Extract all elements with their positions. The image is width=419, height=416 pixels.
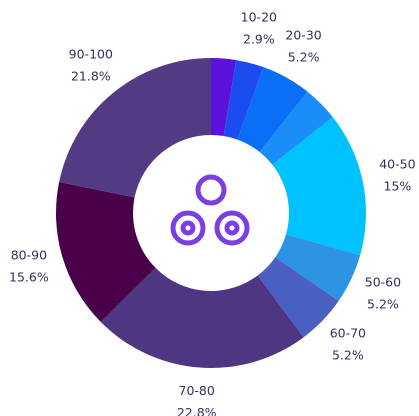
gear-hub <box>224 220 240 236</box>
donut-slice <box>237 67 308 152</box>
slice-value-label: 15.6% <box>9 270 49 285</box>
gear <box>195 174 227 206</box>
slice-label: 40-50 <box>379 157 415 172</box>
donut-slice <box>100 267 304 369</box>
donut-slice <box>259 91 333 165</box>
slice-label: 80-90 <box>11 248 47 263</box>
slice-value-label: 21.8% <box>71 68 111 83</box>
slice-value-label: 15% <box>384 179 412 194</box>
slice-label: 60-70 <box>330 325 366 340</box>
donut-slice <box>257 257 339 338</box>
slice-value-label: 22.8% <box>177 405 217 416</box>
donut-slice <box>56 182 156 322</box>
slice-label: 20-30 <box>285 28 321 43</box>
slice-value-label: 5.2% <box>367 296 399 311</box>
gear <box>214 210 250 246</box>
slice-value-label: 5.2% <box>332 347 364 362</box>
donut-slice <box>272 117 366 256</box>
donut-slice <box>211 58 237 137</box>
slice-label: 90-100 <box>69 46 113 61</box>
donut-slice <box>223 60 264 140</box>
slice-value-label: 2.9% <box>243 32 275 47</box>
gears-icon <box>170 174 250 246</box>
donut-slice <box>59 57 211 198</box>
slice-label: 50-60 <box>365 274 401 289</box>
slice-label: 70-80 <box>179 383 215 398</box>
gear <box>170 210 206 246</box>
slice-label: 10-20 <box>241 10 277 25</box>
donut-slice <box>275 234 361 301</box>
gear-hub <box>180 220 196 236</box>
slice-value-label: 5.2% <box>288 50 320 65</box>
